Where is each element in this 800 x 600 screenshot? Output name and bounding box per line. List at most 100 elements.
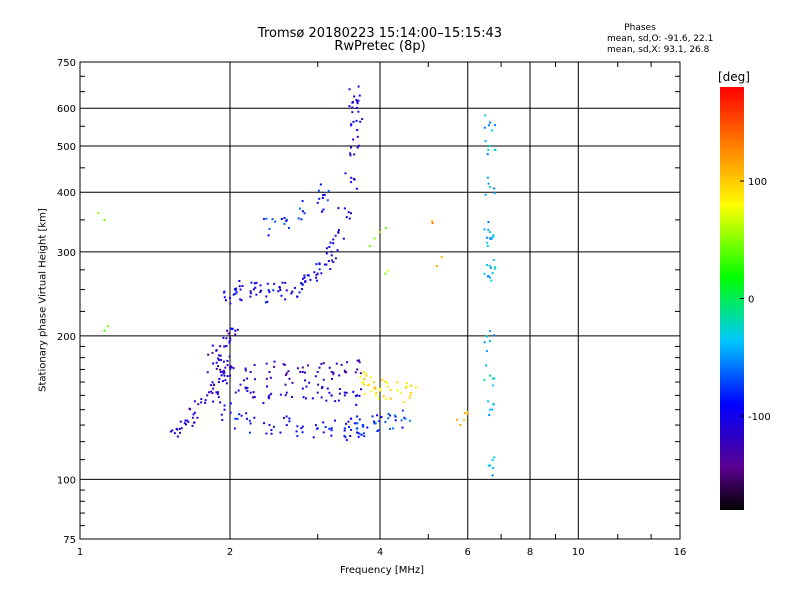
data-point bbox=[376, 430, 379, 433]
data-point bbox=[374, 387, 377, 390]
data-point bbox=[332, 261, 335, 264]
data-point bbox=[362, 425, 365, 428]
data-point bbox=[278, 286, 281, 289]
data-point bbox=[229, 367, 232, 370]
data-point bbox=[217, 396, 220, 399]
y-tick-label: 750 bbox=[57, 58, 76, 69]
data-point bbox=[219, 401, 222, 404]
data-point bbox=[356, 102, 359, 105]
data-point bbox=[349, 152, 352, 155]
data-point bbox=[490, 279, 493, 282]
data-point bbox=[222, 369, 225, 372]
data-point bbox=[248, 419, 251, 422]
data-point bbox=[271, 218, 274, 221]
data-point bbox=[180, 427, 183, 430]
data-point bbox=[316, 391, 319, 394]
data-point bbox=[366, 426, 369, 429]
data-point bbox=[493, 377, 496, 380]
data-point bbox=[307, 274, 310, 277]
data-point bbox=[335, 362, 338, 365]
data-point bbox=[283, 363, 286, 366]
data-point bbox=[345, 391, 348, 394]
data-point bbox=[259, 289, 262, 292]
data-point bbox=[229, 364, 232, 367]
data-point bbox=[287, 370, 290, 373]
data-point bbox=[377, 397, 380, 400]
data-point bbox=[359, 433, 362, 436]
y-tick-label: 600 bbox=[57, 104, 76, 115]
data-point bbox=[296, 367, 299, 370]
data-point bbox=[373, 237, 376, 240]
data-point bbox=[234, 292, 237, 295]
data-point bbox=[249, 391, 252, 394]
data-point bbox=[283, 216, 286, 219]
data-point bbox=[330, 394, 333, 397]
data-point bbox=[279, 393, 282, 396]
data-point bbox=[234, 289, 237, 292]
data-point bbox=[322, 421, 325, 424]
data-point bbox=[327, 259, 330, 262]
chart-title: Tromsø 20180223 15:14:00–15:15:43 bbox=[257, 26, 503, 41]
data-point bbox=[389, 388, 392, 391]
data-point bbox=[440, 255, 443, 258]
data-point bbox=[304, 397, 307, 400]
data-point bbox=[345, 439, 348, 442]
data-point bbox=[483, 341, 486, 344]
data-point bbox=[295, 430, 298, 433]
data-point bbox=[228, 341, 231, 344]
data-point bbox=[358, 359, 361, 362]
data-point bbox=[328, 245, 331, 248]
data-point bbox=[301, 210, 304, 213]
data-point bbox=[491, 458, 494, 461]
data-point bbox=[226, 363, 229, 366]
data-point bbox=[215, 361, 218, 364]
data-point bbox=[489, 265, 492, 268]
colorbar-tick-label: -100 bbox=[748, 412, 771, 423]
data-point bbox=[293, 286, 296, 289]
data-point bbox=[301, 277, 304, 280]
data-point bbox=[353, 153, 356, 156]
data-point bbox=[489, 340, 492, 343]
data-point bbox=[326, 199, 329, 202]
data-point bbox=[350, 123, 353, 126]
data-point bbox=[361, 118, 364, 121]
data-point bbox=[375, 391, 378, 394]
data-point bbox=[414, 386, 417, 389]
axis-ticks: 1 2 4 6 8 10 16 75 100 200 300 400 500 600 750 bbox=[57, 58, 686, 558]
data-point bbox=[178, 431, 181, 434]
data-point bbox=[303, 212, 306, 215]
data-point bbox=[223, 374, 226, 377]
data-point bbox=[316, 201, 319, 204]
data-point bbox=[356, 394, 359, 397]
data-point bbox=[221, 370, 224, 373]
data-point bbox=[206, 371, 209, 374]
data-point bbox=[350, 417, 353, 420]
data-point bbox=[463, 412, 466, 415]
data-point bbox=[405, 382, 408, 385]
data-point bbox=[300, 288, 303, 291]
data-point bbox=[356, 146, 359, 149]
data-point bbox=[358, 94, 361, 97]
data-point bbox=[489, 186, 492, 189]
data-point bbox=[301, 387, 304, 390]
data-point bbox=[490, 238, 493, 241]
data-point bbox=[404, 417, 407, 420]
data-point bbox=[487, 148, 490, 151]
data-point bbox=[253, 396, 256, 399]
data-point bbox=[379, 231, 381, 234]
data-point bbox=[277, 290, 280, 293]
data-point bbox=[316, 279, 319, 282]
data-point bbox=[351, 106, 354, 109]
data-point bbox=[220, 413, 223, 416]
data-point bbox=[223, 404, 226, 407]
data-point bbox=[484, 114, 487, 117]
data-point bbox=[244, 386, 247, 389]
data-point bbox=[229, 366, 231, 369]
data-point bbox=[229, 302, 232, 305]
data-point bbox=[265, 377, 268, 380]
data-point bbox=[265, 295, 268, 298]
data-point bbox=[249, 292, 252, 295]
data-point bbox=[492, 234, 495, 237]
data-point bbox=[273, 282, 276, 285]
data-point bbox=[357, 144, 360, 147]
